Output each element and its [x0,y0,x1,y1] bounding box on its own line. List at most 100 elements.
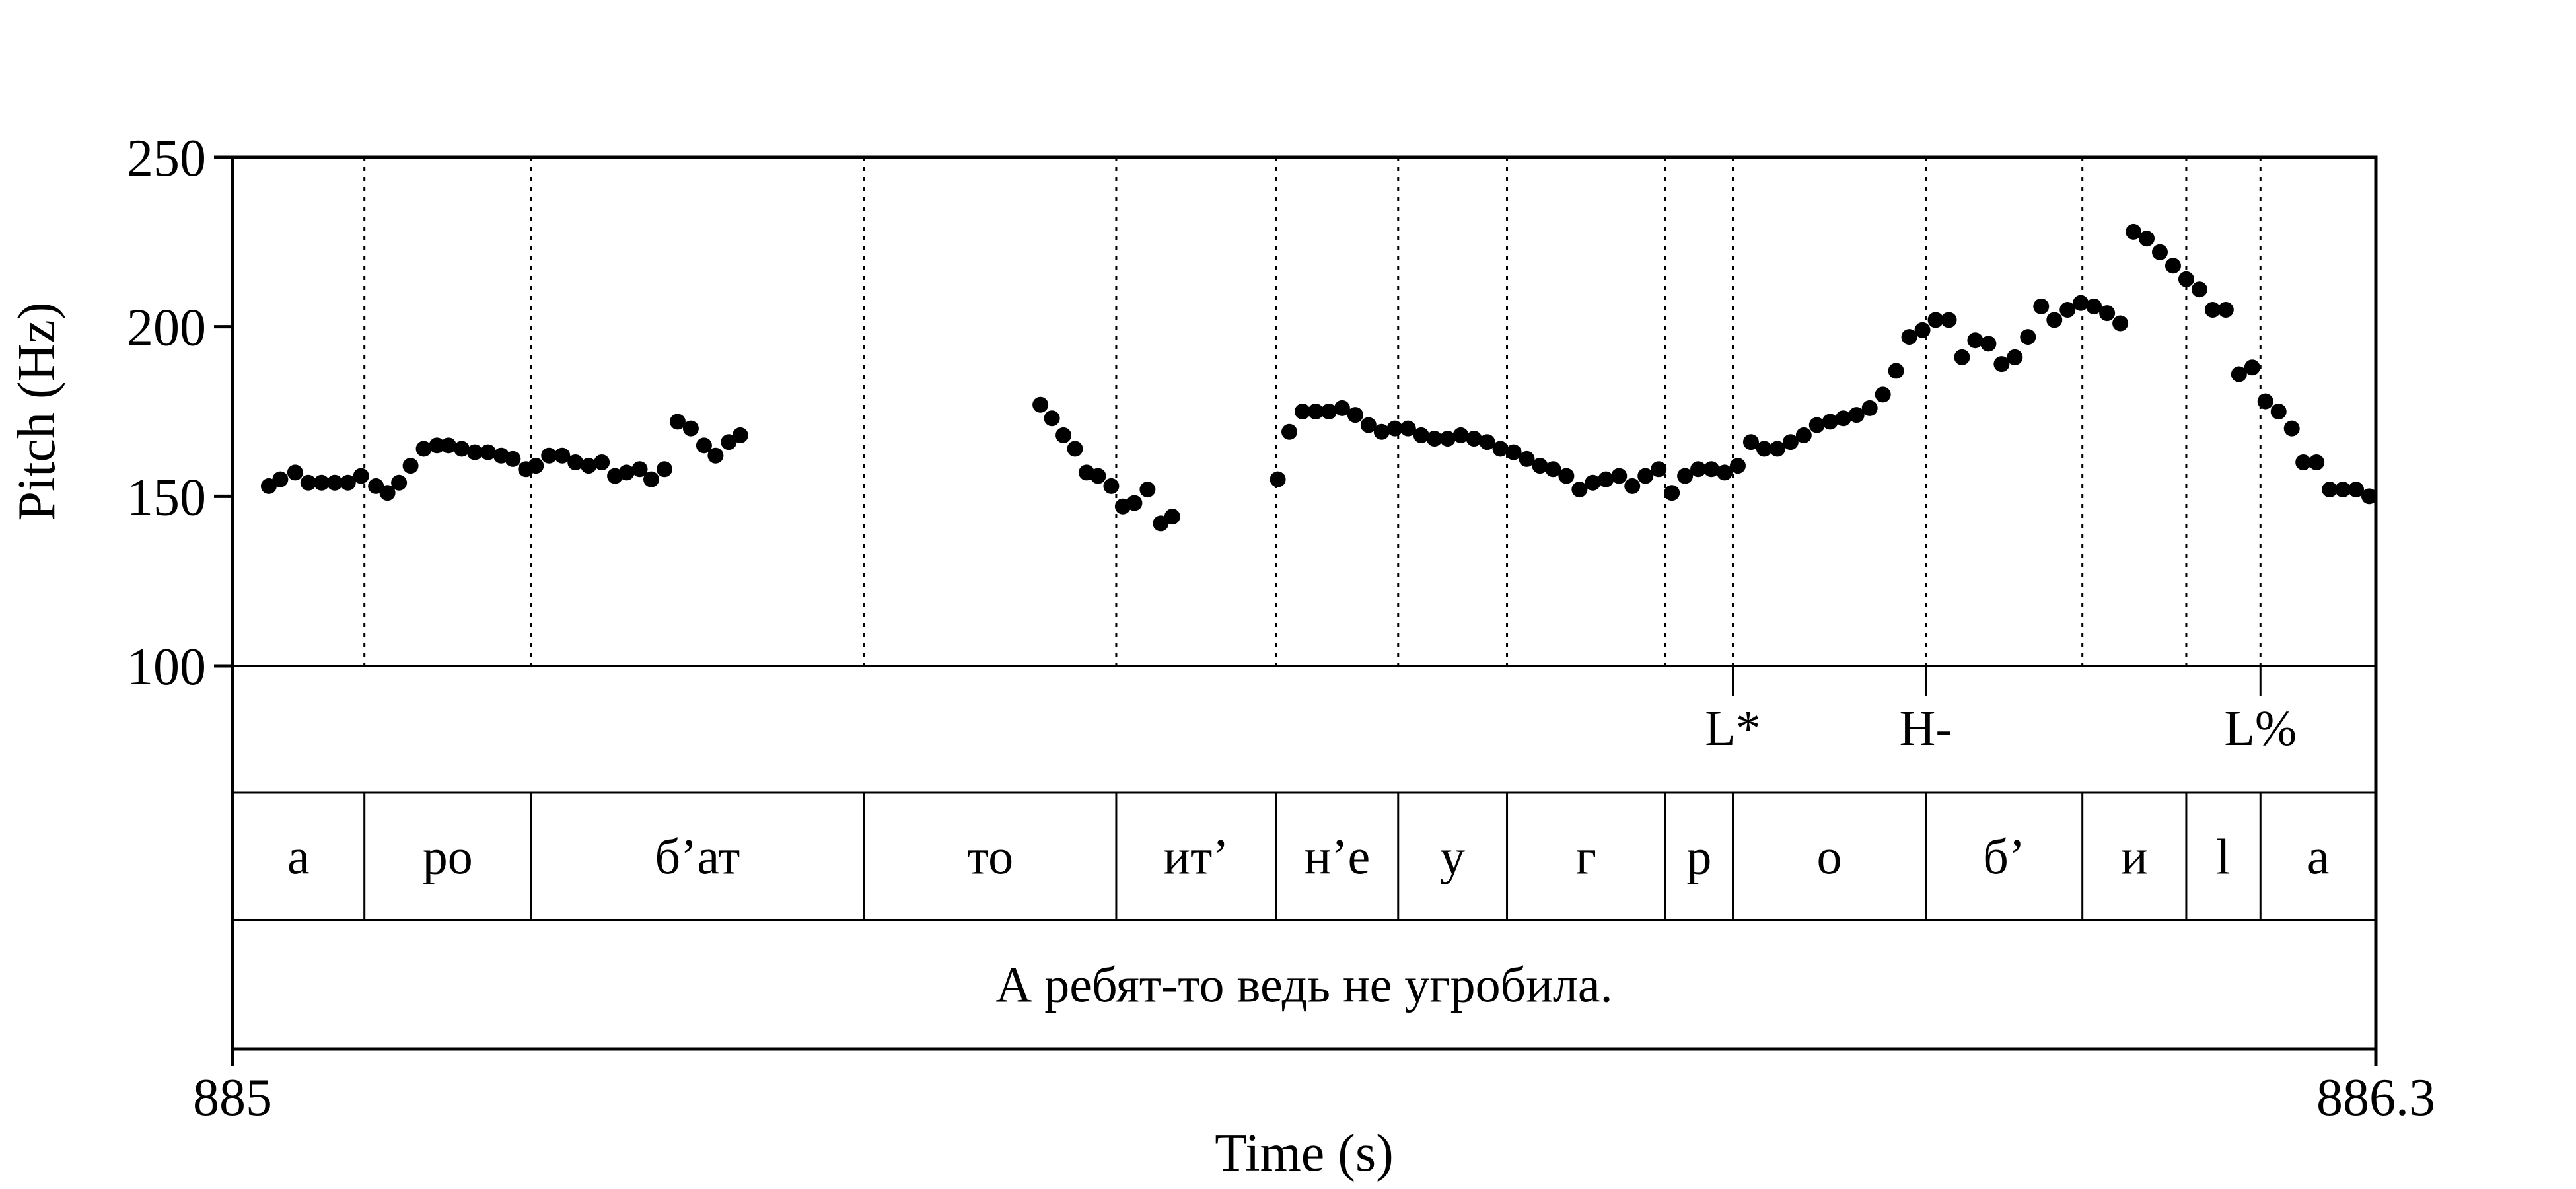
pitch-point [1032,396,1049,413]
pitch-point [2073,295,2089,311]
pitch-point [1479,434,1495,450]
pitch-point [1055,427,1072,443]
pitch-point [581,458,597,474]
pitch-point [2335,482,2351,498]
pitch-point [1585,474,1601,491]
pitch-point [1598,471,1614,487]
pitch-point [2244,359,2260,376]
pitch-point [2295,454,2312,470]
y-tick-label: 250 [127,129,206,188]
pitch-point [1558,468,1575,484]
pitch-point [1808,417,1825,433]
pitch-point [1164,509,1180,525]
chart-frame [231,155,2378,1051]
y-axis-label: Pitch (Hz) [8,302,66,521]
pitch-point [1717,464,1733,481]
pitch-point [1360,417,1377,433]
pitch-point [1571,482,1588,498]
pitch-point [353,468,369,484]
pitch-point [340,474,356,491]
pitch-point [2152,244,2168,260]
pitch-point [272,471,289,487]
pitch-point [1875,386,1891,403]
pitch-point [1320,404,1337,419]
pitch-point [732,427,748,443]
plot-border [231,155,2378,1051]
pitch-point [1545,461,1561,478]
segment-label: б’ [1983,830,2025,885]
pitch-point [466,444,483,460]
pitch-points [260,223,2378,532]
pitch-point [1901,329,1917,345]
pitch-point [1822,414,1838,430]
pitch-point [669,414,686,430]
sentence-label: А ребят-то ведь не угробила. [995,958,1612,1013]
pitch-point [1126,495,1143,511]
pitch-point [1980,336,1997,352]
pitch-point [1466,431,1482,447]
pitch-point [1347,407,1363,423]
pitch-point [2112,315,2129,332]
pitch-point [287,464,303,481]
pitch-point [2308,454,2325,470]
pitch-point [1492,441,1509,457]
pitch-point [2007,349,2023,365]
pitch-point [2191,281,2207,298]
pitch-point [1848,407,1865,423]
pitch-point [1703,461,1720,478]
pitch-point [1307,404,1324,419]
pitch-point [1742,434,1759,450]
pitch-point [1426,431,1443,447]
y-tick-label: 200 [127,299,206,357]
pitch-point [707,447,724,464]
pitch-point [682,420,699,437]
segment-label: а [2307,830,2330,885]
pitch-point [554,447,571,464]
x-axis-label: Time (s) [1215,1124,1393,1182]
pitch-point [505,450,521,467]
pitch-point [480,444,496,460]
tone-label: L* [1705,701,1760,756]
pitch-point [618,464,635,481]
pitch-point [2204,302,2221,318]
pitch-point [594,454,610,470]
pitch-point [1153,515,1169,532]
pitch-point [2348,482,2365,498]
pitch-point [391,474,408,491]
pitch-point [1044,410,1060,427]
pitch-point [2178,271,2194,287]
pitch-point [1400,420,1416,437]
tone-label: H- [1899,701,1952,756]
pitch-point [1611,468,1628,484]
y-tick-label: 100 [127,638,206,696]
pitch-point [2086,298,2102,314]
pitch-point [2099,305,2116,322]
pitch-point [2257,393,2273,410]
pitch-point [1927,312,1944,328]
pitch-point [541,447,557,464]
pitch-point [1795,427,1812,443]
axes: 250 200 150 100 885 886.3 [127,129,2435,1127]
segment-label: р [1686,830,1711,885]
tone-label: L% [2224,701,2297,756]
segment-tier: а ро б’ат то ит’ н’е у г р о б’ и l а [287,793,2330,920]
segment-label: н’е [1305,830,1371,885]
pitch-point [2270,404,2287,419]
pitch-point [1624,478,1641,494]
pitch-point [1769,441,1785,457]
segment-label: г [1576,830,1596,885]
segment-label: то [967,830,1013,885]
x-tick-label: 886.3 [2316,1069,2435,1127]
pitch-point [2322,482,2338,498]
pitch-point [1954,349,1970,365]
pitch-point [2059,302,2076,318]
pitch-point [643,471,660,487]
pitch-point [1103,478,1120,494]
pitch-point [300,474,316,491]
segment-label: ит’ [1163,830,1229,885]
pitch-point [1967,332,1984,349]
pitch-point [1532,458,1548,474]
pitch-point [631,461,648,478]
pitch-point [1941,312,1957,328]
